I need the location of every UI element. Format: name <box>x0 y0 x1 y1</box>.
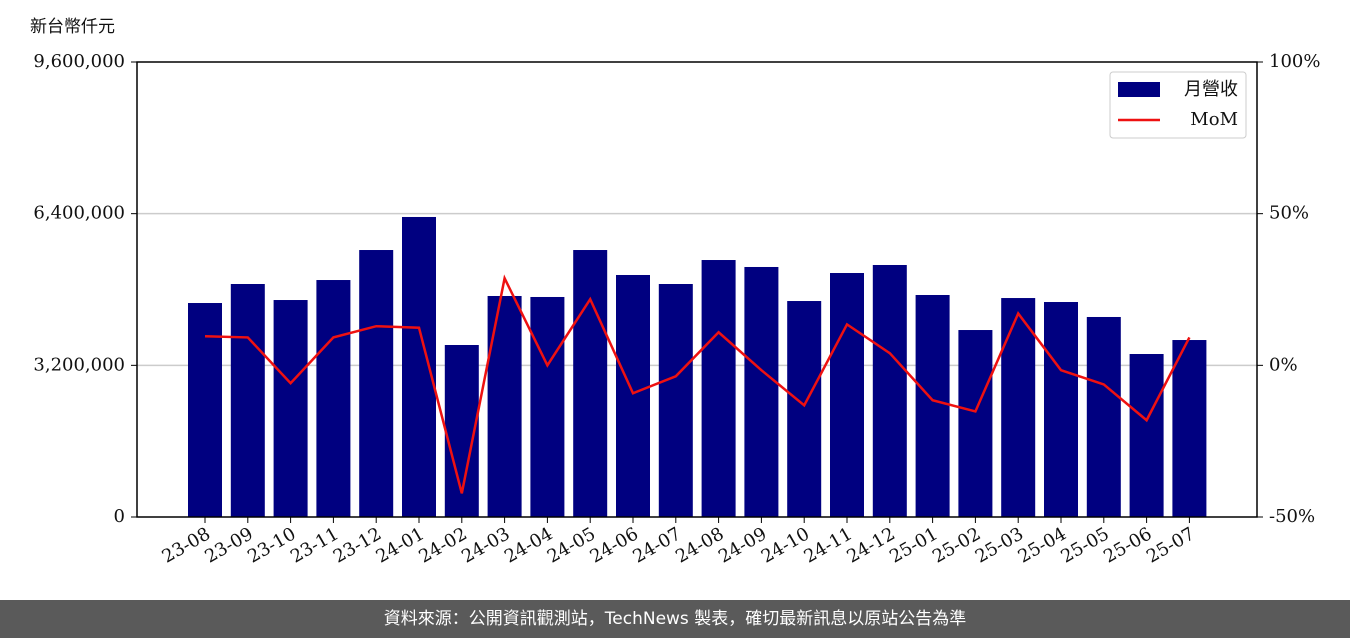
y2-tick-label: 100% <box>1269 51 1320 72</box>
y2-tick-label: 50% <box>1269 203 1309 224</box>
bar <box>830 273 864 517</box>
y-tick-label: 9,600,000 <box>33 51 125 72</box>
y2-tick-label: 0% <box>1269 354 1298 375</box>
bar <box>316 280 351 517</box>
x-tick-label: 24-03 <box>458 523 513 567</box>
bar <box>402 216 436 517</box>
x-tick-label: 24-10 <box>758 523 813 567</box>
bar <box>188 303 222 517</box>
bar <box>359 250 394 517</box>
bar <box>872 264 907 517</box>
y-tick-label: 3,200,000 <box>33 354 125 375</box>
bar <box>1129 354 1164 517</box>
footer-band <box>0 600 1350 638</box>
bar <box>530 296 565 517</box>
x-tick-label: 24-04 <box>501 523 556 567</box>
bar <box>1044 302 1078 517</box>
x-tick-label: 24-09 <box>715 523 770 567</box>
legend-label: MoM <box>1190 109 1238 130</box>
bar <box>487 295 522 517</box>
x-tick-label: 25-07 <box>1143 523 1198 567</box>
x-tick-label: 23-11 <box>287 523 342 567</box>
x-tick-label: 24-06 <box>587 523 642 567</box>
x-tick-label: 23-12 <box>330 523 385 567</box>
bar <box>744 266 779 517</box>
x-tick-label: 23-08 <box>159 523 214 567</box>
y-axis-label: 新台幣仟元 <box>30 17 115 37</box>
y-tick-label: 0 <box>114 506 125 527</box>
y-tick-label: 6,400,000 <box>33 203 125 224</box>
bar <box>958 330 993 517</box>
bar <box>1001 298 1036 517</box>
bar <box>1172 340 1207 517</box>
mom-line <box>204 274 1191 494</box>
bar <box>915 294 950 517</box>
x-tick-label: 25-04 <box>1015 523 1070 567</box>
bar <box>230 284 265 517</box>
y2-tick-label: -50% <box>1269 506 1315 527</box>
x-tick-label: 25-02 <box>929 523 984 567</box>
legend-swatch <box>1118 82 1160 97</box>
bar <box>616 274 650 517</box>
bar <box>1086 316 1121 517</box>
x-tick-label: 24-08 <box>672 523 727 567</box>
legend-label: 月營收 <box>1184 79 1238 100</box>
x-tick-label: 23-09 <box>201 523 256 567</box>
x-tick-label: 24-02 <box>415 523 470 567</box>
x-tick-label: 24-07 <box>629 523 684 567</box>
footer: 資料來源：公開資訊觀測站，TechNews 製表，確切最新訊息以原站公告為準 <box>384 609 966 629</box>
bar <box>701 260 736 517</box>
bar <box>658 284 693 517</box>
bar <box>273 300 308 517</box>
x-tick-label: 25-03 <box>972 523 1027 567</box>
x-tick-label: 24-01 <box>373 523 428 567</box>
plot-frame <box>136 61 1258 518</box>
x-tick-label: 24-11 <box>801 523 856 567</box>
x-tick-label: 24-12 <box>843 523 898 567</box>
bar <box>573 250 608 517</box>
x-tick-label: 25-05 <box>1057 523 1112 567</box>
x-tick-label: 25-01 <box>886 523 941 567</box>
x-tick-label: 24-05 <box>544 523 599 567</box>
x-tick-label: 23-10 <box>244 523 299 567</box>
bar <box>787 301 822 517</box>
x-tick-label: 25-06 <box>1100 523 1155 567</box>
